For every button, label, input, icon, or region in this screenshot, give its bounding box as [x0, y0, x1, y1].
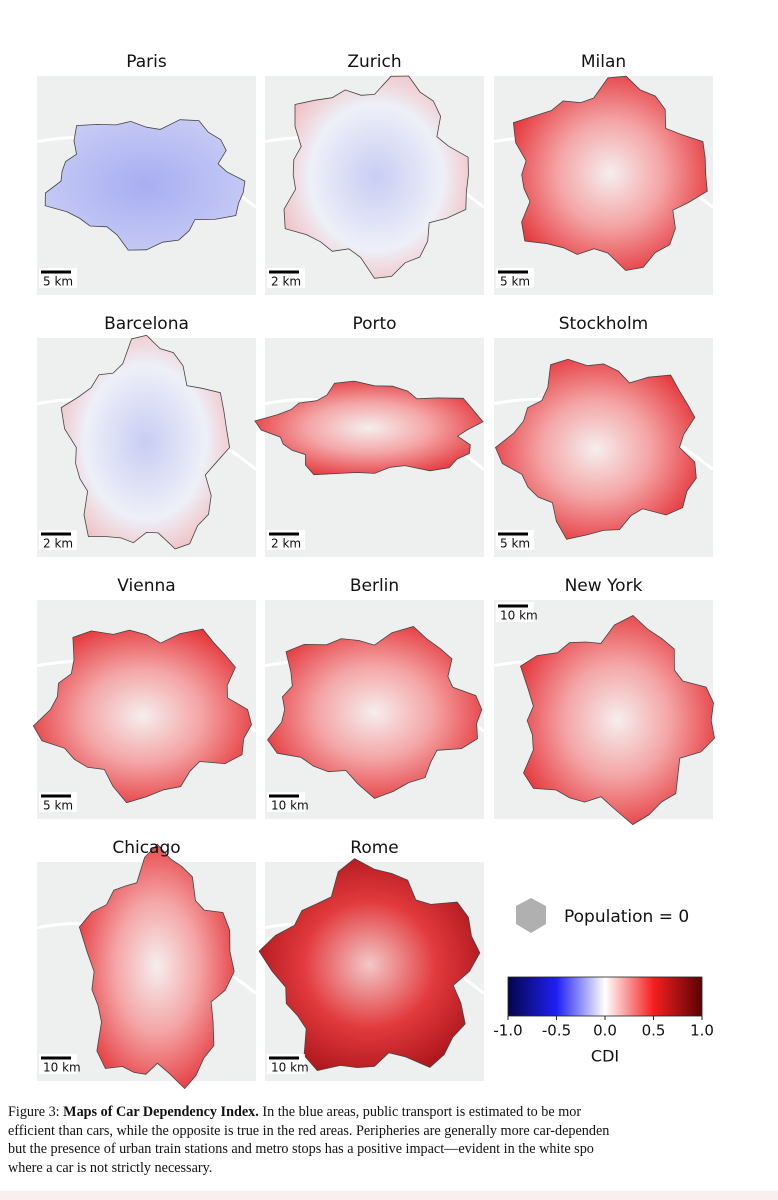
scale-label: 2 km — [271, 275, 301, 289]
panel-title: Porto — [352, 314, 396, 334]
colorbar-tick-label: 0.0 — [593, 1022, 617, 1040]
panel-title: Rome — [350, 838, 398, 858]
caption-label: Figure 3: — [8, 1104, 60, 1120]
caption-line: efficient than cars, while the opposite … — [8, 1122, 610, 1139]
page-edge — [0, 1191, 778, 1200]
scale-label: 5 km — [500, 537, 530, 551]
city-map — [32, 628, 252, 804]
panel-title: Paris — [126, 52, 167, 72]
city-map — [254, 380, 484, 476]
panel-title: New York — [565, 576, 643, 596]
legend-hexagon — [516, 898, 546, 933]
colorbar-label: CDI — [591, 1047, 619, 1066]
colorbar-tick-label: 1.0 — [690, 1022, 714, 1040]
city-map — [267, 626, 483, 799]
panel-title: Milan — [581, 52, 626, 72]
panel-title: Barcelona — [104, 314, 189, 334]
caption-title: Maps of Car Dependency Index. — [63, 1104, 259, 1120]
caption-line: where a car is not strictly necessary. — [8, 1159, 213, 1176]
city-map — [78, 843, 235, 1090]
caption-text: In the blue areas, public transport is e… — [262, 1104, 582, 1120]
city-map — [258, 858, 481, 1072]
city-map — [60, 334, 231, 550]
city-map — [520, 615, 715, 826]
scale-label: 5 km — [43, 799, 73, 813]
scale-label: 10 km — [271, 1061, 309, 1075]
scale-label: 5 km — [500, 275, 530, 289]
figure: Population = 0 CDI Paris 5 km Zurich 2 km Mi… — [32, 52, 715, 1090]
scale-label: 2 km — [43, 537, 73, 551]
caption: Figure 3: Maps of Car Dependency Index. … — [8, 1103, 778, 1177]
panel-title: Vienna — [117, 576, 175, 596]
panel-title: Zurich — [347, 52, 401, 72]
scale-label: 2 km — [271, 537, 301, 551]
colorbar-tick-label: -1.0 — [493, 1022, 522, 1040]
panel-title: Berlin — [350, 576, 399, 596]
panel-title: Stockholm — [559, 314, 649, 334]
scale-label: 10 km — [43, 1061, 81, 1075]
colorbar-tick-label: -0.5 — [542, 1022, 571, 1040]
scale-label: 10 km — [271, 799, 309, 813]
city-map — [44, 119, 246, 251]
panel-title: Chicago — [112, 838, 180, 858]
legend-label: Population = 0 — [564, 907, 689, 927]
colorbar-tick-label: 0.5 — [642, 1022, 666, 1040]
colorbar — [507, 976, 703, 1017]
city-map — [495, 358, 697, 540]
caption-line: Figure 3: Maps of Car Dependency Index. … — [8, 1103, 778, 1122]
city-map — [283, 75, 469, 279]
caption-line: but the presence of urban train stations… — [8, 1141, 594, 1157]
scale-label: 10 km — [500, 609, 538, 623]
scale-label: 5 km — [43, 275, 73, 289]
city-map — [512, 75, 708, 271]
